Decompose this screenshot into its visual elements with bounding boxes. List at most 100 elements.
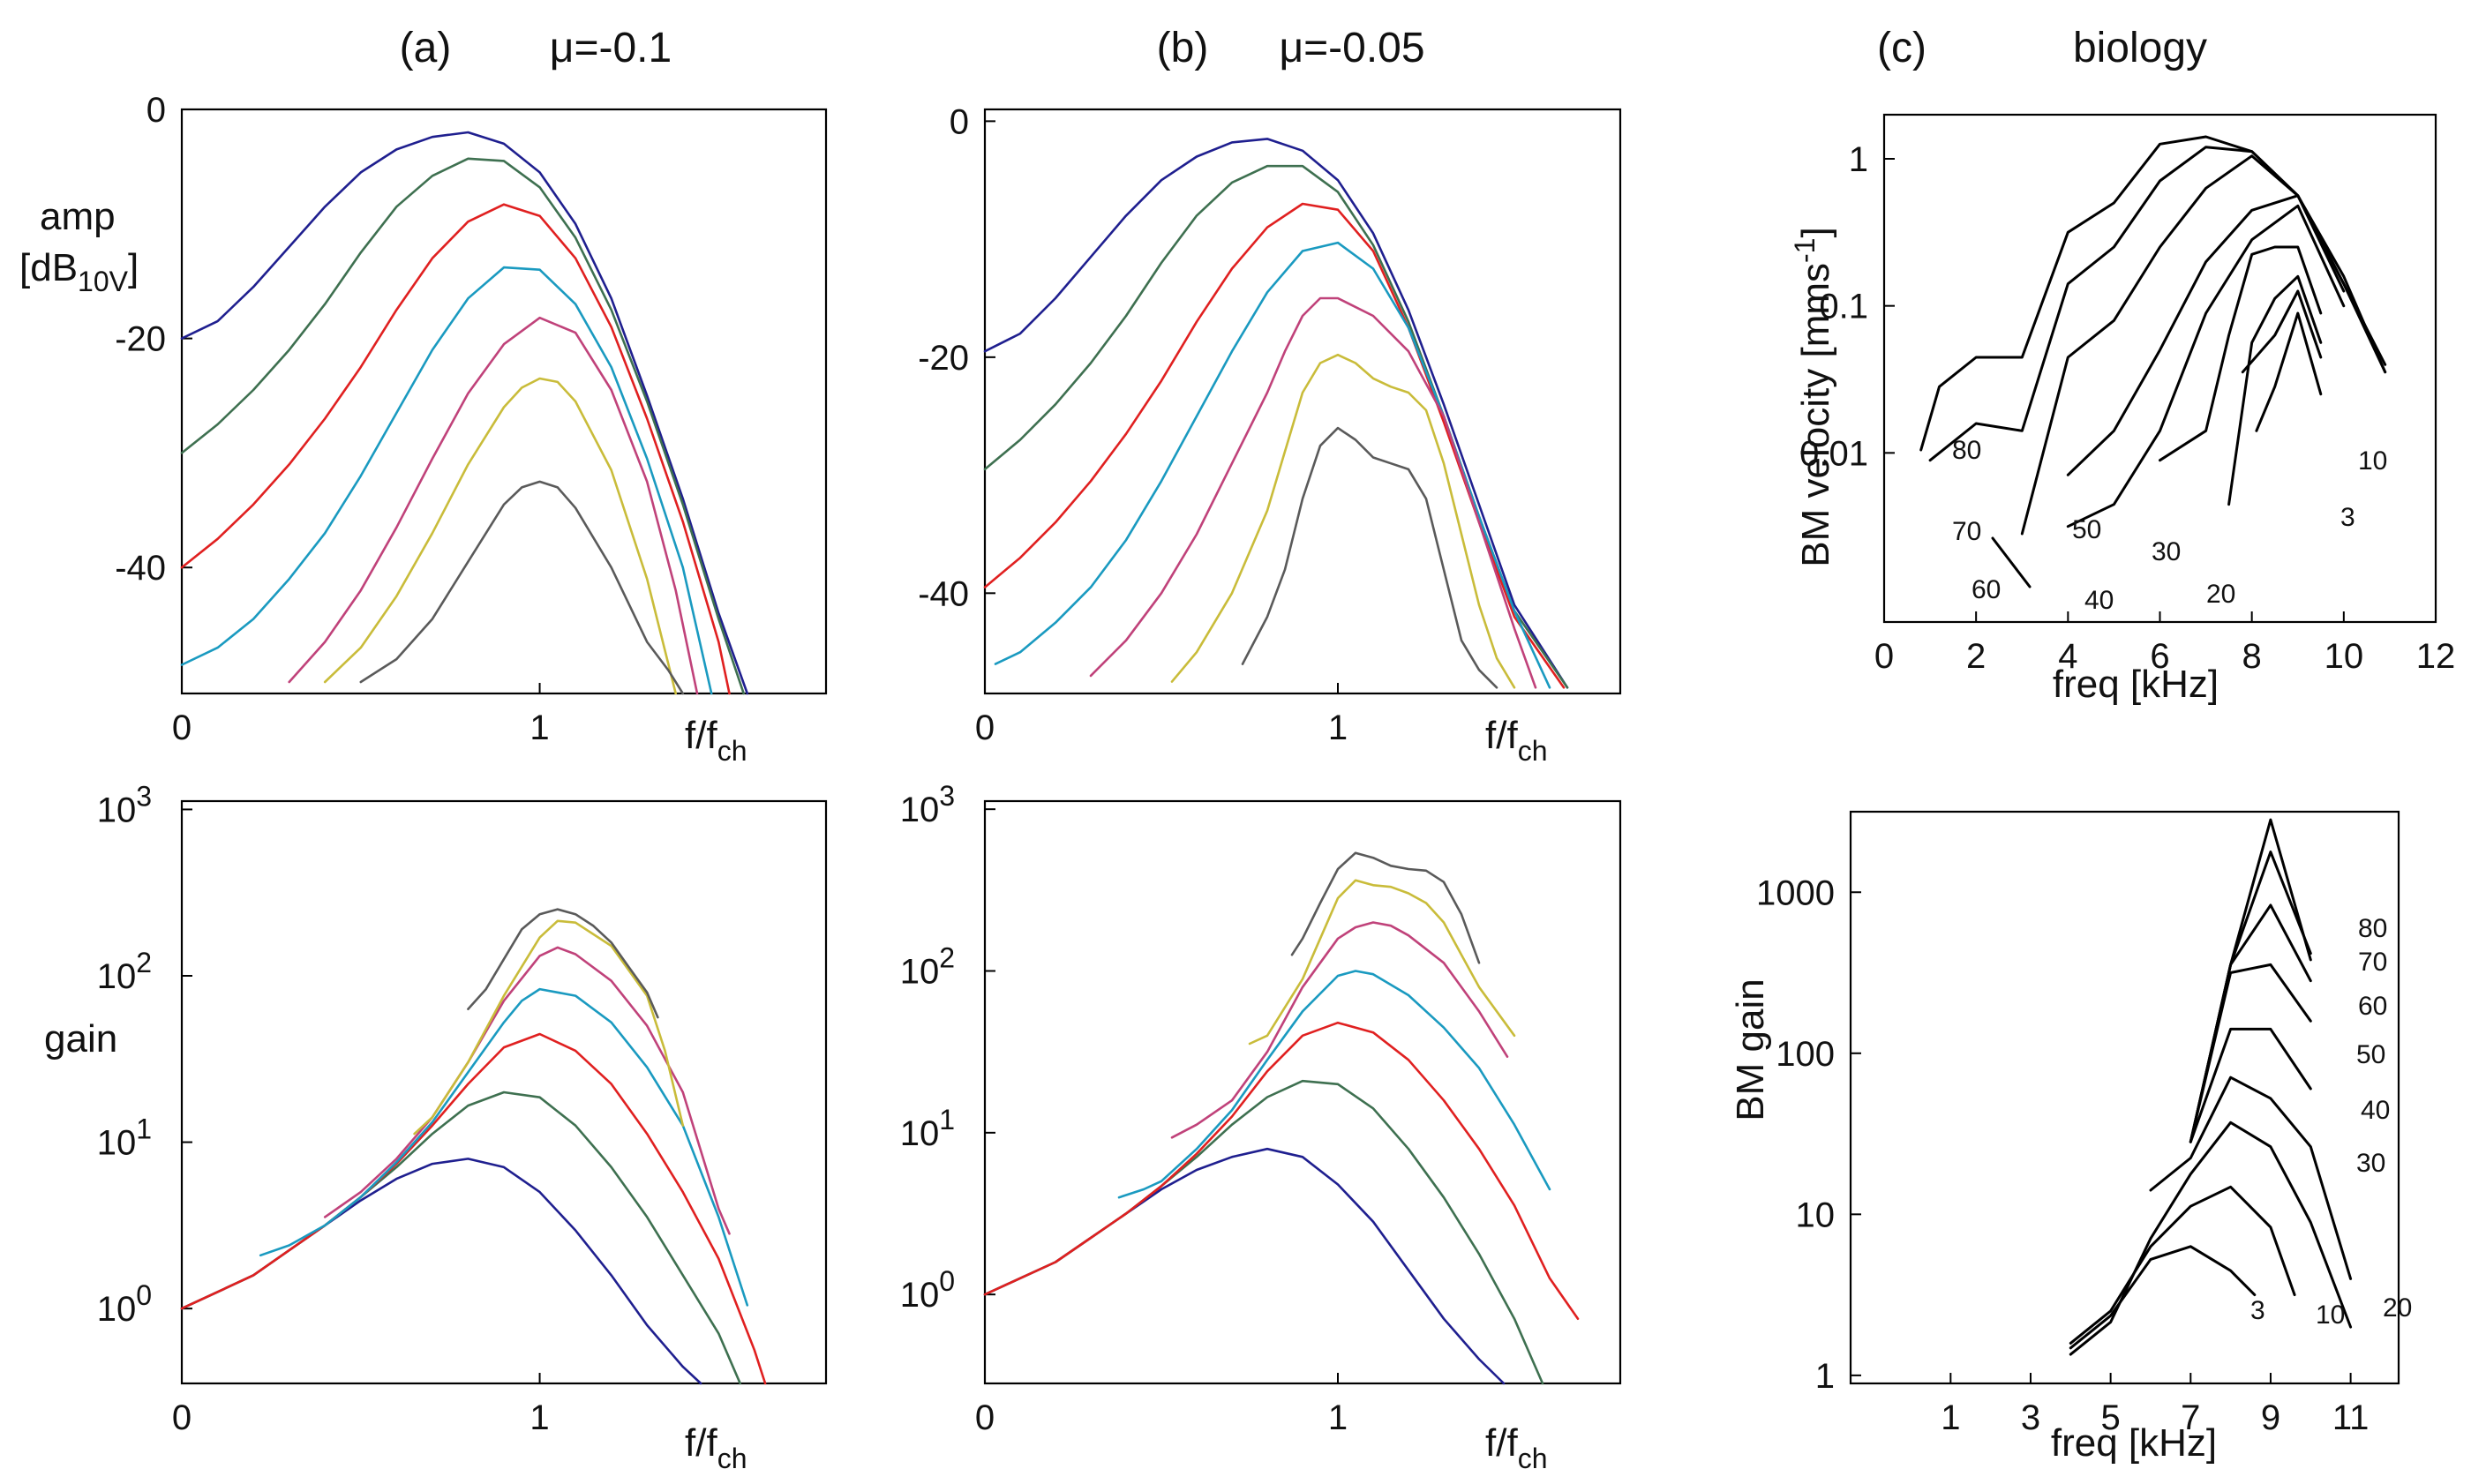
x-tick-label: 8 bbox=[2242, 637, 2262, 676]
panel-a-title: (a) bbox=[400, 25, 452, 71]
y-tick-exponent: 2 bbox=[136, 947, 152, 978]
xlabel-main: f/f bbox=[685, 714, 717, 757]
level-annotation: 70 bbox=[2358, 948, 2387, 977]
panel-b-param: μ=-0.05 bbox=[1279, 25, 1424, 71]
x-tick-label: 1 bbox=[1328, 708, 1348, 747]
x-tick-label: 1 bbox=[1941, 1398, 1960, 1437]
y-tick-label: 101 bbox=[900, 1104, 955, 1153]
y-tick-exponent: 3 bbox=[136, 780, 152, 812]
panel-b-title: (b) bbox=[1157, 25, 1209, 71]
level-annotation: 3 bbox=[2340, 503, 2355, 532]
gain-ylabel: gain bbox=[44, 1017, 117, 1061]
y-tick-label: 1 bbox=[1815, 1357, 1835, 1396]
data-series-line bbox=[1919, 135, 2387, 452]
data-series-line bbox=[180, 131, 749, 695]
y-tick-label: -20 bbox=[918, 339, 969, 378]
y-tick-base: 10 bbox=[97, 1124, 137, 1163]
y-tick-label: 103 bbox=[97, 780, 152, 829]
x-tick-label: 3 bbox=[2021, 1398, 2040, 1437]
x-tick-label: 11 bbox=[2332, 1398, 2370, 1437]
y-tick-base: 10 bbox=[900, 1114, 940, 1153]
xlabel-sub: ch bbox=[717, 735, 747, 767]
level-annotation: 70 bbox=[1952, 517, 1981, 546]
y-tick-label: 102 bbox=[97, 947, 152, 996]
level-annotation: 60 bbox=[2358, 992, 2387, 1021]
data-series-line bbox=[2189, 1027, 2312, 1143]
data-series-line bbox=[1170, 921, 1509, 1139]
data-series-line bbox=[413, 919, 685, 1135]
y-tick-label: -40 bbox=[115, 549, 166, 588]
level-annotation: 50 bbox=[2072, 515, 2101, 544]
data-series-line bbox=[2241, 289, 2323, 374]
data-series-line bbox=[259, 987, 749, 1307]
amp-unit-sub: 10V bbox=[78, 266, 129, 297]
xlabel-sub: ch bbox=[1518, 1443, 1548, 1474]
data-series-line bbox=[288, 316, 699, 695]
bm-gain-xlabel: freq [kHz] bbox=[2051, 1421, 2217, 1465]
amp-ylabel-unit: [dB10V] bbox=[19, 246, 139, 297]
data-series-line bbox=[983, 138, 1569, 689]
data-series-line bbox=[180, 157, 746, 695]
level-annotation: 80 bbox=[2358, 914, 2387, 943]
panel-c-title: (c) bbox=[1877, 25, 1926, 71]
velocity-ylabel: BM velocity [mms-1] bbox=[1789, 227, 1837, 566]
y-tick-base: 10 bbox=[900, 791, 940, 829]
panel-b-top-xlabel: f/fch bbox=[1485, 714, 1547, 767]
data-series-line bbox=[2066, 204, 2346, 528]
y-tick-label: -20 bbox=[115, 320, 166, 359]
data-series-line bbox=[2149, 1076, 2353, 1280]
data-series-line bbox=[1117, 970, 1551, 1199]
y-tick-label: 100 bbox=[1776, 1035, 1835, 1074]
data-series-line bbox=[2189, 963, 2312, 1143]
panel-c-gain: BM gain freq [kHz] 1 3 5 7 9 11 1000 100 10 1 3 10 2… bbox=[1729, 810, 2412, 1465]
panel-c-subtitle: biology bbox=[2073, 25, 2207, 71]
plot-frame bbox=[983, 799, 1622, 1385]
data-series-line bbox=[1241, 426, 1498, 689]
amp-unit-main: [dB bbox=[19, 246, 78, 289]
data-series-line bbox=[180, 1032, 767, 1385]
xlabel-sub: ch bbox=[1518, 735, 1548, 767]
data-series-line bbox=[2020, 154, 2387, 536]
amp-ylabel: amp bbox=[40, 195, 116, 238]
level-annotation: 10 bbox=[2316, 1300, 2345, 1330]
velocity-ylabel-main: BM velocity [mms bbox=[1794, 263, 1837, 567]
y-tick-label: 1000 bbox=[1756, 873, 1835, 912]
y-tick-label: 0.01 bbox=[1799, 434, 1868, 473]
y-tick-label: 10 bbox=[1796, 1195, 1836, 1234]
level-annotation: 80 bbox=[1952, 436, 1981, 465]
y-tick-label: 102 bbox=[900, 942, 955, 992]
data-series-line bbox=[467, 908, 659, 1019]
data-series-line bbox=[2189, 903, 2312, 1143]
data-series-line bbox=[2069, 1120, 2353, 1356]
y-tick-exponent: 0 bbox=[136, 1279, 152, 1311]
y-tick-exponent: 2 bbox=[939, 942, 955, 974]
y-tick-exponent: 3 bbox=[939, 780, 955, 812]
y-tick-exponent: 0 bbox=[939, 1265, 955, 1297]
data-series-line bbox=[1089, 296, 1537, 689]
data-series-line bbox=[180, 1091, 742, 1385]
data-series-line bbox=[2066, 194, 2346, 476]
x-tick-label: 10 bbox=[2325, 637, 2364, 676]
velocity-xlabel: freq [kHz] bbox=[2053, 663, 2219, 706]
level-annotation: 10 bbox=[2358, 446, 2387, 476]
plot-frame bbox=[983, 108, 1622, 695]
data-series-line bbox=[2189, 818, 2312, 1143]
y-tick-exponent: 1 bbox=[939, 1104, 955, 1135]
panel-a-amplitude: (a) μ=-0.1 amp [dB10V] f/fch 0 1 0 -20 -40 bbox=[19, 25, 828, 767]
x-tick-label: 0 bbox=[1874, 637, 1894, 676]
panel-b-bottom-xlabel: f/fch bbox=[1485, 1421, 1547, 1474]
data-series-line bbox=[983, 1079, 1544, 1385]
x-tick-label: 0 bbox=[172, 708, 192, 747]
velocity-ylabel-end: ] bbox=[1794, 227, 1837, 237]
x-tick-label: 0 bbox=[975, 1398, 995, 1437]
panel-b-amplitude: (b) μ=-0.05 f/fch 0 1 0 -20 -40 bbox=[918, 25, 1622, 767]
level-annotation: 20 bbox=[2206, 580, 2235, 609]
data-series-line bbox=[994, 241, 1551, 689]
y-tick-label: -40 bbox=[918, 574, 969, 613]
y-tick-label: 103 bbox=[900, 780, 955, 829]
data-series-line bbox=[359, 480, 685, 695]
xlabel-main: f/f bbox=[1485, 1421, 1518, 1465]
x-tick-label: 1 bbox=[530, 708, 549, 747]
